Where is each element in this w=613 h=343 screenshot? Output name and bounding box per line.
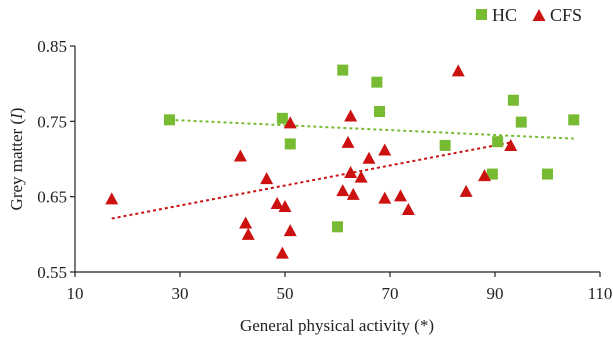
y-tick-label: 0.65	[37, 188, 67, 207]
hc-point	[515, 116, 527, 128]
y-axis-label: Grey matter (I)	[7, 108, 26, 211]
hc-trend-line	[169, 118, 574, 140]
hc-point	[332, 221, 343, 233]
y-tick-label: 0.55	[37, 263, 67, 282]
cfs-point	[260, 172, 274, 185]
trend-lines	[111, 118, 574, 220]
hc-point	[507, 94, 519, 106]
x-tick-label: 50	[277, 284, 294, 303]
cfs-point	[275, 246, 289, 259]
cfs-point	[283, 116, 297, 129]
hc-point	[337, 64, 349, 76]
legend: HC CFS	[476, 5, 582, 25]
x-tick-label: 70	[382, 284, 399, 303]
legend-hc-label: HC	[492, 5, 517, 25]
cfs-point	[344, 166, 358, 179]
cfs-point	[283, 224, 297, 237]
cfs-point	[401, 202, 415, 215]
axes	[74, 46, 600, 273]
hc-point	[439, 139, 451, 151]
legend-hc-marker	[476, 9, 487, 20]
hc-point	[371, 76, 383, 88]
cfs-point	[378, 143, 392, 156]
cfs-point	[341, 135, 355, 148]
legend-cfs-label: CFS	[550, 5, 582, 25]
x-axis-label: General physical activity (*)	[240, 316, 434, 335]
cfs-point	[239, 216, 253, 229]
cfs-point	[459, 184, 473, 197]
cfs-point	[362, 151, 376, 164]
cfs-point	[451, 64, 465, 77]
cfs-point	[241, 227, 255, 240]
cfs-point	[504, 138, 518, 151]
x-tick-label: 90	[487, 284, 504, 303]
cfs-point	[270, 196, 284, 209]
cfs-point	[336, 184, 350, 197]
cfs-point	[394, 189, 407, 202]
cfs-point	[378, 191, 392, 204]
hc-point	[276, 112, 288, 124]
hc-point	[284, 138, 296, 150]
y-tick-label: 0.75	[37, 112, 67, 131]
cfs-trend-line	[111, 141, 511, 220]
data-points	[105, 64, 580, 259]
cfs-point	[105, 192, 119, 205]
legend-cfs-marker	[532, 9, 546, 21]
x-tick-label: 30	[172, 284, 189, 303]
cfs-point	[354, 170, 368, 183]
cfs-point	[346, 187, 360, 200]
cfs-point	[278, 199, 292, 212]
cfs-point	[478, 169, 491, 182]
hc-point	[568, 114, 580, 126]
hc-point	[492, 136, 504, 148]
y-tick-label: 0.85	[37, 37, 67, 56]
x-tick-label: 110	[588, 284, 613, 303]
hc-point	[542, 168, 553, 180]
cfs-point	[233, 149, 247, 162]
cfs-point	[344, 109, 358, 122]
tick-marks: 10 30 50 70 90 110 0.55 0.65 0.75 0.85	[37, 37, 612, 303]
hc-point	[374, 106, 385, 118]
hc-point	[486, 168, 498, 180]
x-tick-label: 10	[67, 284, 84, 303]
hc-point	[164, 114, 175, 126]
